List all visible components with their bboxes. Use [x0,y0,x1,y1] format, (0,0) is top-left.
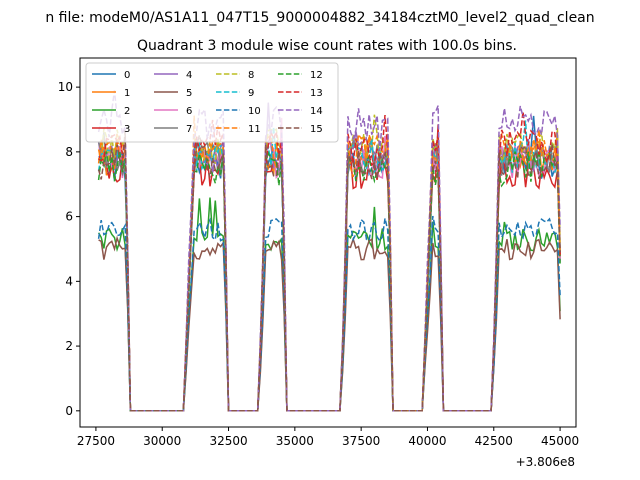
y-tick-label: 6 [65,210,73,224]
y-tick-label: 10 [58,80,73,94]
y-tick-label: 4 [65,274,73,288]
legend-label-8: 8 [248,70,254,81]
legend-label-11: 11 [248,124,261,135]
x-tick-label: 27500 [77,434,115,448]
legend-label-10: 10 [248,106,261,117]
legend-label-15: 15 [310,124,323,135]
legend-label-6: 6 [186,106,192,117]
plot-frame [79,57,577,428]
series-line-15 [97,130,561,412]
y-tick-label: 0 [65,404,73,418]
legend-label-14: 14 [310,106,323,117]
x-tick-label: 37500 [342,434,380,448]
legend-label-3: 3 [124,124,130,135]
legend-label-13: 13 [310,88,323,99]
legend-label-9: 9 [248,88,254,99]
x-tick-label: 42500 [475,434,513,448]
x-tick-label: 32500 [209,434,247,448]
y-tick-label: 2 [65,339,73,353]
y-axis: 0 2 4 6 8 10 [58,80,80,418]
legend-box [85,62,339,143]
x-offset-label: +3.806e8 [516,455,575,469]
chart-title: Quadrant 3 module wise count rates with … [137,38,517,54]
legend-label-1: 1 [124,88,130,99]
legend-label-4: 4 [186,70,192,81]
x-tick-label: 35000 [276,434,314,448]
chart-suptitle: n file: modeM0/AS1A11_047T15_9000004882_… [45,10,594,26]
x-tick-label: 40000 [408,434,446,448]
legend-label-2: 2 [124,106,130,117]
legend-label-5: 5 [186,88,192,99]
x-axis: 27500 30000 32500 35000 37500 40000 42500 45000 [77,427,579,448]
y-tick-label: 8 [65,145,73,159]
x-tick-label: 45000 [541,434,579,448]
legend-label-7: 7 [186,124,192,135]
legend-label-12: 12 [310,70,323,81]
x-tick-label: 30000 [143,434,181,448]
legend-label-0: 0 [124,70,130,81]
series-group [97,90,561,412]
